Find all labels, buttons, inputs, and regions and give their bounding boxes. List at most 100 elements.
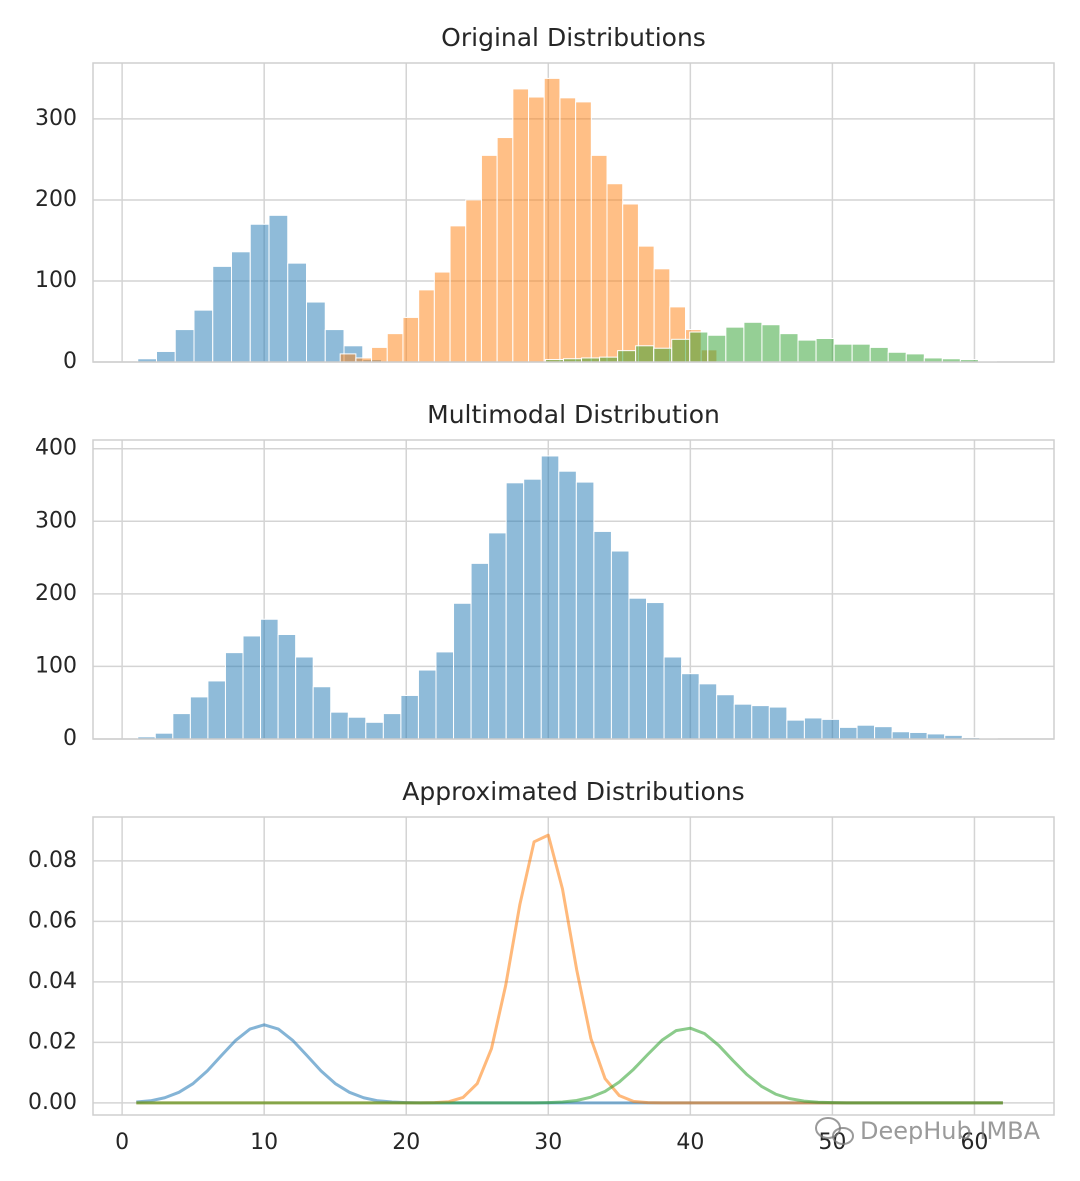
histogram-bar	[851, 343, 871, 363]
histogram-bar	[558, 470, 577, 740]
histogram-bar	[382, 713, 402, 740]
histogram-bar	[833, 343, 853, 363]
line	[136, 1026, 1003, 1105]
histogram-bar	[856, 724, 876, 740]
histogram-bar	[590, 154, 608, 363]
histogram-bar	[637, 245, 655, 363]
histogram-bar	[193, 309, 214, 363]
y-tick-label: 100	[35, 268, 77, 293]
histogram-bar	[635, 345, 655, 363]
x-tick-label: 30	[534, 1130, 562, 1155]
histogram-bar	[365, 721, 384, 740]
y-tick-label: 200	[35, 581, 77, 606]
histogram-bar	[905, 353, 925, 363]
subplot: Original Distributions 0 100 200 300	[35, 23, 1055, 374]
histogram-bar	[689, 331, 709, 363]
histogram-bar	[312, 686, 332, 740]
histogram-bar	[815, 338, 835, 363]
chart-title: Original Distributions	[441, 23, 706, 52]
histogram-bar	[189, 696, 209, 740]
y-tick-label: 0	[63, 349, 77, 374]
y-tick-label: 0	[63, 726, 77, 751]
histogram-bar	[470, 562, 490, 740]
chart-title: Multimodal Distribution	[427, 400, 720, 429]
plot-frame	[92, 439, 1055, 740]
histogram-bar	[295, 656, 314, 740]
watermark-icon	[815, 1117, 854, 1145]
histogram-bar	[559, 97, 577, 363]
y-tick-label: 0.08	[28, 848, 77, 873]
histogram-bar	[417, 669, 437, 740]
y-tick-label: 0.02	[28, 1029, 77, 1054]
histogram-bar	[610, 550, 630, 740]
x-tick-label: 10	[250, 1130, 278, 1155]
histogram-bar	[260, 618, 279, 740]
histogram-bar	[768, 706, 788, 740]
histogram-bar	[663, 656, 683, 740]
histogram-bar	[909, 731, 928, 740]
histogram-bar	[242, 635, 262, 740]
histogram-bar	[646, 602, 665, 740]
histogram-bar	[628, 597, 648, 740]
histogram-bar	[575, 481, 595, 740]
histogram-bar	[418, 289, 435, 363]
histogram-bar	[231, 251, 251, 363]
histogram-bar	[505, 482, 525, 740]
histogram-bar	[779, 333, 799, 363]
histogram-bar	[751, 705, 770, 740]
histogram-bar	[306, 301, 326, 363]
histogram-bar	[716, 694, 735, 740]
histogram-bar	[725, 326, 745, 363]
histogram-bar	[803, 717, 823, 740]
histogram-bar	[838, 726, 858, 740]
histogram-bar	[224, 652, 244, 740]
histogram-bar	[874, 726, 893, 740]
histogram-bar	[154, 732, 174, 740]
histogram-bar	[617, 350, 637, 363]
x-tick-label: 20	[392, 1130, 420, 1155]
histogram-bar	[277, 633, 297, 740]
y-tick-label: 100	[35, 653, 77, 678]
histogram-bar	[496, 137, 514, 363]
histogram-bar	[593, 530, 612, 740]
histogram-bar	[698, 683, 718, 740]
histogram-bar	[174, 329, 195, 363]
histogram-bar	[172, 713, 191, 740]
histogram-bar	[465, 199, 482, 363]
plot-frame	[92, 62, 1055, 363]
histogram-bar	[523, 478, 542, 740]
y-tick-label: 0.04	[28, 969, 77, 994]
histogram-bar	[249, 223, 270, 363]
y-tick-label: 0.00	[28, 1090, 77, 1115]
chart-title: Approximated Distributions	[402, 777, 744, 806]
histogram-bar	[207, 680, 226, 740]
histogram-bar	[926, 733, 946, 740]
histogram-bar	[512, 88, 530, 363]
histogram-bar	[449, 225, 467, 363]
histogram-bar	[400, 694, 419, 740]
histogram-bar	[371, 346, 388, 363]
histogram-bar	[797, 339, 817, 363]
histogram-bar	[733, 703, 753, 740]
histogram-bar	[622, 203, 639, 363]
histogram-bar	[575, 101, 592, 363]
histogram-bar	[339, 353, 357, 363]
histogram-bar	[786, 719, 805, 740]
histogram-bar	[543, 77, 561, 363]
histogram-bar	[488, 532, 507, 740]
histogram-bar	[435, 651, 455, 740]
plot-frame	[92, 816, 1055, 1116]
histogram-bar	[821, 718, 840, 740]
histogram-bar	[869, 346, 889, 363]
x-tick-label: 0	[115, 1130, 129, 1155]
x-tick-label: 60	[960, 1130, 988, 1155]
y-tick-label: 0.06	[28, 908, 77, 933]
histogram-bar	[433, 271, 451, 363]
y-tick-label: 300	[35, 106, 77, 131]
histogram-bar	[891, 731, 911, 740]
histogram-bar	[540, 455, 560, 740]
histogram-bar	[671, 338, 691, 363]
histogram-bar	[155, 350, 176, 363]
